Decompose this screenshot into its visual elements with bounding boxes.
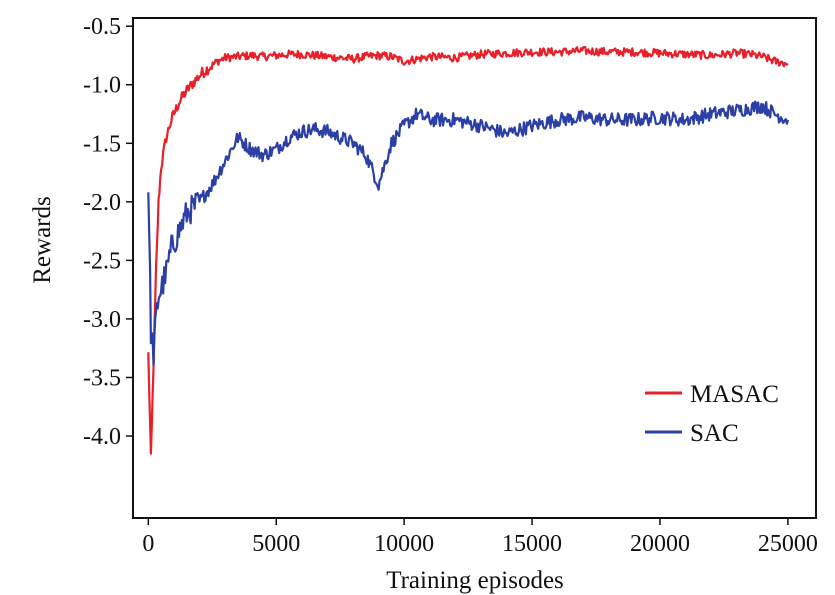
x-tick-label: 0 [142,531,154,557]
y-tick-label: -1.0 [83,73,121,99]
series-line-masac [147,45,789,455]
y-tick-label: -1.5 [83,131,121,157]
y-axis-title: Rewards [29,196,56,283]
x-tick-label: 25000 [758,531,818,557]
y-tick-label: -3.0 [83,307,121,333]
series-layer [147,45,789,455]
x-tick-label: 10000 [374,531,434,557]
x-tick-label: 15000 [502,531,562,557]
x-axis-title: Training episodes [386,567,564,594]
y-tick-label: -0.5 [83,14,121,40]
legend-label-masac: MASAC [690,381,779,408]
plot-frame [132,17,817,519]
y-tick-label: -2.5 [83,248,121,274]
y-axis: -0.5 -1.0 -1.5 -2.0 -2.5 -3.0 -3.5 -4.0 [83,14,133,450]
y-tick-label: -3.5 [83,365,121,391]
x-tick-label: 20000 [630,531,690,557]
x-tick-label: 5000 [252,531,300,557]
legend-label-sac: SAC [690,420,739,447]
y-tick-label: -4.0 [83,424,121,450]
y-tick-label: -2.0 [83,190,121,216]
series-line-sac [147,100,789,367]
legend: MASAC SAC [645,381,779,447]
x-axis: 0 5000 10000 15000 20000 25000 [142,518,818,557]
